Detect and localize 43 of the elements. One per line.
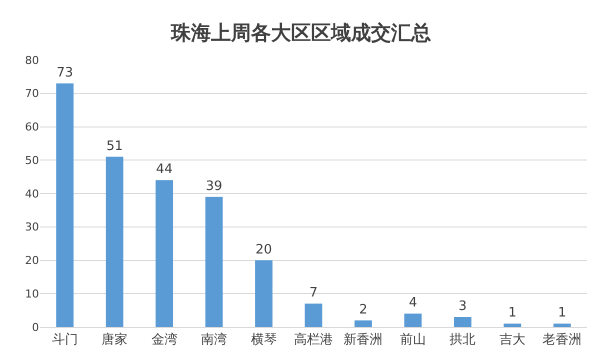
y-tick-label: 80 [25, 54, 39, 67]
data-label: 20 [256, 242, 272, 258]
bar [553, 324, 571, 327]
bar [205, 196, 223, 327]
y-tick-label: 0 [32, 320, 39, 334]
y-tick-label: 30 [25, 220, 39, 234]
y-tick-label: 40 [25, 187, 39, 200]
data-label: 3 [458, 298, 467, 314]
bar [156, 180, 174, 327]
data-label: 4 [408, 296, 418, 311]
x-tick-label: 吉大 [499, 332, 526, 348]
bar [504, 324, 522, 327]
bar [404, 314, 422, 327]
chart-title: 珠海上周各大区区域成交汇总 [170, 21, 431, 44]
x-tick-label: 南湾 [201, 332, 228, 348]
data-label: 7 [309, 286, 318, 301]
bar [56, 83, 74, 327]
data-label: 51 [106, 138, 123, 154]
data-label: 2 [359, 302, 368, 318]
x-tick-label: 高栏港 [294, 332, 333, 348]
x-tick-label: 金湾 [151, 332, 178, 348]
y-tick-label: 20 [25, 254, 39, 268]
data-label: 73 [56, 65, 74, 80]
x-tick-label: 新香洲 [344, 332, 383, 348]
data-label: 1 [508, 306, 517, 321]
y-tick-label: 10 [25, 287, 39, 300]
x-tick-label: 斗门 [52, 332, 78, 348]
x-tick-label: 唐家 [102, 332, 128, 348]
x-tick-label: 老香洲 [542, 332, 582, 348]
bar [454, 316, 472, 327]
bar [255, 260, 272, 327]
y-tick-label: 50 [25, 154, 39, 167]
data-label: 44 [156, 162, 173, 178]
y-tick-label: 60 [25, 120, 39, 134]
x-tick-label: 拱北 [450, 332, 476, 348]
x-tick-label: 前山 [400, 332, 426, 348]
bar [354, 320, 372, 327]
bar [304, 304, 322, 327]
data-label: 1 [558, 306, 566, 321]
data-label: 39 [206, 178, 222, 194]
bar [106, 156, 124, 327]
x-tick-label: 横琴 [250, 332, 277, 348]
y-tick-label: 70 [25, 87, 39, 100]
